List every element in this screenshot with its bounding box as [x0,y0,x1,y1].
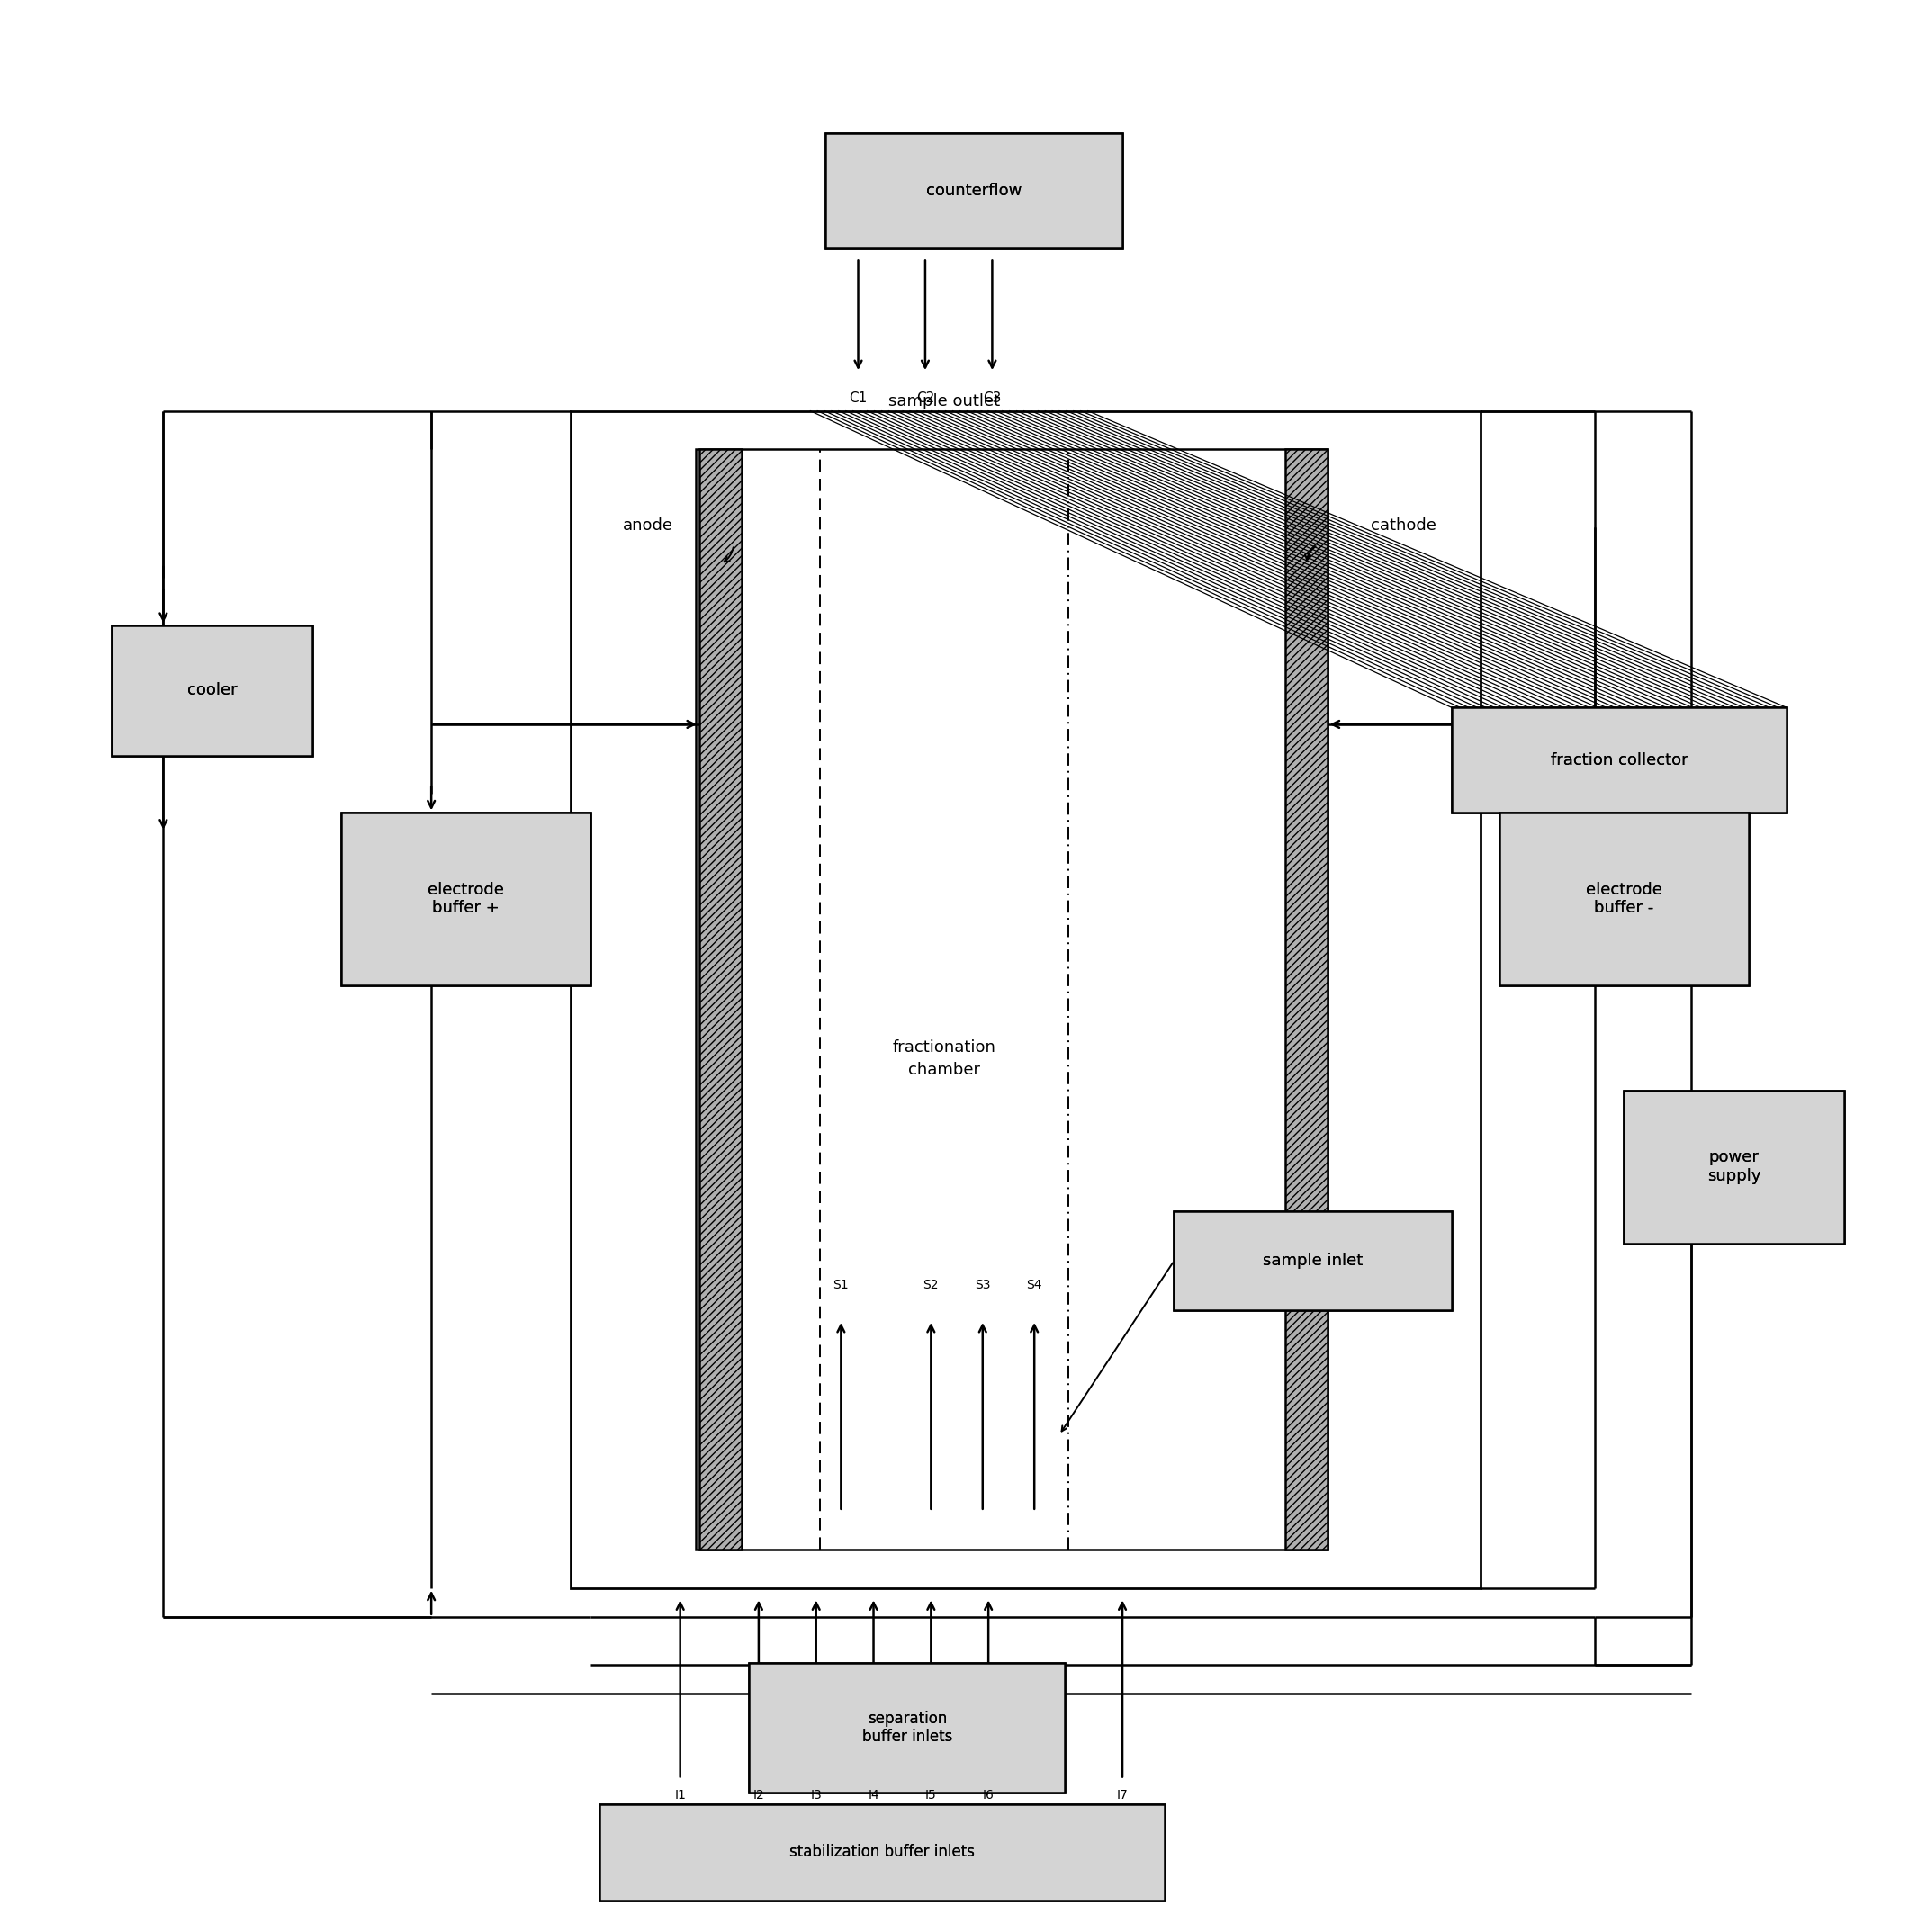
Bar [1285,450,1328,1549]
Text: S1: S1 [832,1279,850,1291]
Text: separation
buffer inlets: separation buffer inlets [861,1710,952,1745]
Text: fraction collector: fraction collector [1551,752,1688,769]
Text: cathode: cathode [1370,518,1438,533]
Text: sample outlet: sample outlet [888,394,1000,410]
Text: electrode
buffer -: electrode buffer - [1586,881,1663,916]
Bar [1499,813,1748,985]
Bar [1451,707,1786,813]
Text: I5: I5 [925,1789,937,1803]
Text: power
supply: power supply [1707,1150,1761,1184]
Bar [1174,1211,1451,1310]
Text: sample inlet: sample inlet [1262,1252,1362,1269]
Text: I3: I3 [811,1789,821,1803]
Text: electrode
buffer +: electrode buffer + [428,881,505,916]
Text: S3: S3 [975,1279,990,1291]
Text: sample inlet: sample inlet [1262,1252,1362,1269]
Text: C1: C1 [850,392,867,406]
Bar [570,412,1480,1588]
Text: S4: S4 [1027,1279,1043,1291]
Bar [112,626,312,755]
Text: fractionation
chamber: fractionation chamber [892,1039,996,1078]
Text: power
supply: power supply [1707,1150,1761,1184]
Text: anode: anode [622,518,673,533]
Bar [1624,1090,1844,1244]
Bar [696,450,1328,1549]
Bar [1174,1211,1451,1310]
Text: I4: I4 [867,1789,879,1803]
Text: S2: S2 [923,1279,938,1291]
Bar [1499,813,1748,985]
Bar [1624,1090,1844,1244]
Bar [341,813,590,985]
Bar [750,1663,1066,1793]
Bar [599,1804,1164,1899]
Bar [750,1663,1066,1793]
Bar [700,450,742,1549]
Text: stabilization buffer inlets: stabilization buffer inlets [790,1845,975,1861]
Text: I1: I1 [674,1789,686,1803]
Text: electrode
buffer +: electrode buffer + [428,881,505,916]
Text: C3: C3 [983,392,1002,406]
Text: cooler: cooler [187,682,237,699]
Bar [599,1804,1164,1899]
Bar [825,133,1122,247]
Bar [112,626,312,755]
Text: electrode
buffer -: electrode buffer - [1586,881,1663,916]
Text: counterflow: counterflow [927,184,1021,199]
Bar [825,133,1122,247]
Text: stabilization buffer inlets: stabilization buffer inlets [790,1845,975,1861]
Text: cooler: cooler [187,682,237,699]
Text: I7: I7 [1116,1789,1127,1803]
Text: separation
buffer inlets: separation buffer inlets [861,1710,952,1745]
Bar [341,813,590,985]
Text: I6: I6 [983,1789,994,1803]
Text: C2: C2 [915,392,935,406]
Text: I2: I2 [753,1789,765,1803]
Bar [1451,707,1786,813]
Text: fraction collector: fraction collector [1551,752,1688,769]
Text: counterflow: counterflow [927,184,1021,199]
